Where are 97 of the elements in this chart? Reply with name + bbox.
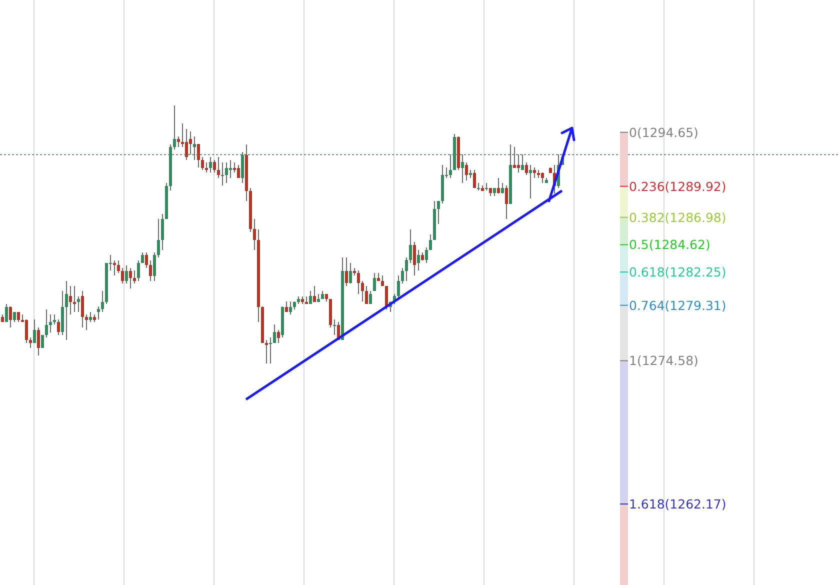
- candlestick: [289, 301, 292, 315]
- candlestick: [217, 156, 220, 178]
- candlestick: [285, 301, 288, 312]
- candlestick: [521, 154, 524, 171]
- candlestick: [33, 319, 36, 344]
- candlestick: [185, 128, 188, 160]
- candlestick: [193, 136, 196, 160]
- candlestick: [37, 326, 40, 356]
- text: 1(1274.58): [629, 353, 698, 368]
- candlestick: [357, 270, 360, 294]
- candlestick: [25, 319, 28, 344]
- candlestick: [417, 249, 420, 272]
- candlestick: [505, 185, 508, 220]
- candlestick: [137, 260, 140, 282]
- candlestick: [225, 162, 228, 184]
- candlestick: [253, 218, 256, 250]
- candlestick: [501, 182, 504, 194]
- candlestick: [197, 144, 200, 168]
- candlestick: [369, 290, 372, 305]
- candlestick: [209, 156, 212, 174]
- candlestick: [85, 314, 88, 330]
- candlestick: [173, 105, 176, 150]
- candlestick: [361, 280, 364, 302]
- candlestick: [221, 162, 224, 186]
- candlestick: [101, 290, 104, 312]
- candlestick: [133, 270, 136, 284]
- candlestick: [397, 275, 400, 300]
- candlestick: [177, 136, 180, 148]
- candlestick: [345, 257, 348, 287]
- candlestick: [153, 252, 156, 282]
- candlestick: [241, 152, 244, 184]
- candlestick: [405, 257, 408, 282]
- candlestick: [141, 252, 144, 264]
- candlestick: [525, 162, 528, 176]
- candlestick: [309, 290, 312, 305]
- candlestick: [77, 296, 80, 312]
- candlestick: [113, 260, 116, 276]
- candlestick: [497, 177, 500, 194]
- candlestick: [273, 324, 276, 344]
- candlestick: [473, 170, 476, 189]
- candlestick: [149, 260, 152, 282]
- candlestick: [73, 286, 76, 312]
- text: 0.382(1286.98): [629, 210, 726, 225]
- text: 0.236(1289.92): [629, 178, 726, 194]
- candlestick: [349, 262, 352, 284]
- text: 0.5(1284.62): [629, 237, 710, 252]
- candlestick: [97, 306, 100, 320]
- candlestick: [5, 304, 8, 323]
- candlestick: [461, 154, 464, 184]
- candlestick: [409, 228, 412, 264]
- candlestick: [189, 130, 192, 156]
- candlestick: [265, 340, 268, 364]
- candlestick: [513, 146, 516, 168]
- candlestick: [237, 164, 240, 178]
- candlestick: [401, 268, 404, 284]
- candlestick: [269, 337, 272, 364]
- candlestick: [425, 246, 428, 264]
- candlestick: [49, 314, 52, 333]
- candlestick: [201, 156, 204, 171]
- candlestick: [213, 159, 216, 174]
- candlestick: [9, 306, 12, 328]
- candlestick: [413, 242, 416, 276]
- candlestick: [229, 159, 232, 178]
- candlestick: [333, 319, 336, 336]
- candlestick: [121, 268, 124, 284]
- candlestick: [57, 319, 60, 336]
- candlestick: [465, 162, 468, 181]
- candlestick: [205, 162, 208, 174]
- candlestick: [69, 286, 72, 315]
- candlestick: [117, 260, 120, 274]
- text: 0(1294.65): [629, 124, 698, 140]
- text: 0.764(1279.31): [629, 298, 726, 313]
- candlestick: [89, 311, 92, 323]
- candlestick: [365, 286, 368, 305]
- candlestick: [125, 264, 128, 284]
- candlestick: [45, 308, 48, 338]
- candlestick: [429, 234, 432, 250]
- candlestick: [81, 290, 84, 328]
- candlestick: [541, 172, 544, 184]
- candlestick: [449, 154, 452, 178]
- candlestick: [533, 167, 536, 178]
- candlestick: [529, 164, 532, 199]
- candlestick: [157, 218, 160, 258]
- candlestick: [313, 286, 316, 302]
- text: 1.618(1262.17): [629, 496, 726, 512]
- candlestick: [517, 154, 520, 174]
- candlestick: [29, 337, 32, 348]
- candlestick: [277, 329, 280, 344]
- candlestick: [373, 272, 376, 292]
- candlestick: [65, 280, 68, 341]
- candlestick: [145, 252, 148, 269]
- candlestick: [41, 335, 44, 348]
- candlestick: [161, 213, 164, 250]
- candlestick: [129, 268, 132, 290]
- candlestick: [437, 200, 440, 225]
- candlestick: [53, 314, 56, 326]
- text: 0.618(1282.25): [629, 264, 726, 280]
